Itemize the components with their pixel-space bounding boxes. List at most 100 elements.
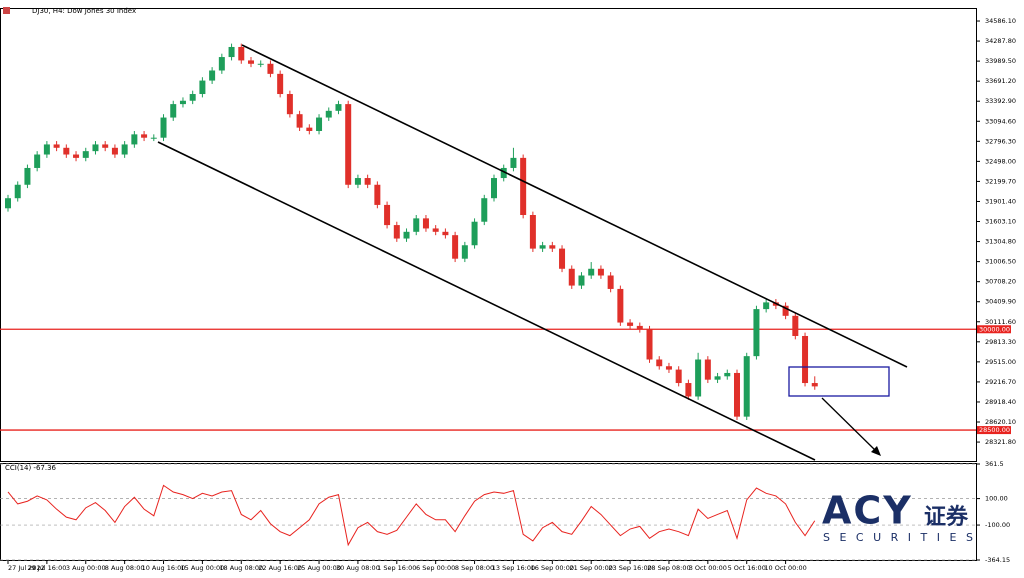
candle-body [14, 184, 21, 199]
x-tick-label: 10 Oct 00:00 [764, 564, 806, 572]
candle-body [170, 104, 177, 118]
y-tick-label: 33989.50 [985, 57, 1016, 65]
y-tick-label: 30111.60 [985, 318, 1016, 326]
candle-body [617, 288, 624, 323]
candle-body [131, 134, 138, 145]
candle-body [792, 315, 799, 336]
y-tick-label: 34287.80 [985, 37, 1016, 45]
x-tick-label: 18 Aug 08:00 [219, 564, 263, 572]
x-tick-label: 29 Jul 16:00 [27, 564, 66, 572]
y-tick-label: -364.15 [985, 556, 1010, 564]
y-tick-label: 28620.10 [985, 418, 1016, 426]
candle-body [500, 167, 507, 179]
x-tick-label: 6 Sep 00:00 [416, 564, 455, 572]
candle-body [695, 359, 702, 397]
y-tick-label: 30409.90 [985, 298, 1016, 306]
level-label-bg [977, 426, 1011, 435]
range-box [788, 366, 890, 397]
logo-chinese: 证券 [924, 504, 969, 530]
x-tick-label: 1 Sep 16:00 [377, 564, 416, 572]
candle-body [636, 325, 643, 330]
cci-panel [0, 463, 977, 561]
candle-body [491, 178, 497, 199]
candle-body [578, 275, 585, 286]
candle-body [743, 356, 750, 417]
y-tick-label: 31603.10 [985, 218, 1016, 226]
cci-line [7, 484, 816, 547]
arrow [821, 397, 877, 452]
logo: ACY 证券 SECURITIES [822, 489, 982, 545]
candle-body [121, 144, 128, 155]
candle-body [150, 137, 157, 139]
y-tick-label: 32199.70 [985, 177, 1016, 185]
candle-body [267, 63, 274, 74]
y-tick-label: 33392.90 [985, 97, 1016, 105]
y-tick-label: 361.5 [985, 460, 1004, 468]
candle-body [384, 204, 391, 226]
candle-body [432, 228, 439, 232]
y-tick-label: 33094.60 [985, 117, 1016, 125]
y-tick-label: 28321.80 [985, 438, 1016, 446]
x-tick-label: 3 Aug 00:00 [66, 564, 106, 572]
candle-body [529, 215, 536, 249]
candle-body [209, 70, 216, 81]
candle-body [403, 231, 410, 239]
x-tick-label: 28 Sep 08:00 [647, 564, 690, 572]
candle-body [73, 154, 80, 158]
candle-body [646, 329, 653, 360]
x-tick-label: 27 Jul 2022 [8, 564, 45, 572]
candle-body [63, 147, 70, 155]
y-tick-label: 33691.20 [985, 77, 1016, 85]
candle-body [218, 57, 225, 71]
level-label-bg [977, 325, 1011, 334]
candle-body [179, 100, 186, 105]
candle-body [607, 275, 614, 289]
x-tick-label: 15 Aug 00:00 [180, 564, 224, 572]
candle-body [675, 369, 682, 384]
x-tick-label: 13 Sep 16:00 [492, 564, 535, 572]
candle-body [665, 366, 672, 370]
x-tick-label: 25 Aug 00:00 [297, 564, 341, 572]
level-label: 28500.00 [979, 426, 1010, 434]
candle-body [92, 144, 99, 152]
candle-body [422, 218, 429, 229]
candle-body [481, 198, 488, 222]
trend-line [157, 141, 816, 461]
y-tick-label: 30708.20 [985, 278, 1016, 286]
candle-body [568, 268, 575, 286]
candle-body [306, 127, 313, 131]
candle-body [802, 335, 809, 384]
candle-body [539, 245, 546, 249]
candle-body [461, 245, 468, 259]
candle-body [316, 117, 323, 131]
candle-body [714, 376, 721, 380]
candle-body [5, 198, 11, 209]
candle-body [43, 144, 50, 155]
logo-sub: SECURITIES [823, 531, 982, 544]
annotations [157, 44, 908, 461]
candle-body [111, 147, 118, 155]
y-tick-label: -100.00 [985, 521, 1010, 529]
candle-body [199, 80, 206, 95]
candle-body [782, 305, 789, 316]
x-tick-label: 16 Sep 00:00 [531, 564, 574, 572]
mark-layer [5, 43, 818, 547]
candle-body [704, 359, 711, 380]
candle-body [471, 221, 478, 246]
main-panel [0, 8, 977, 462]
candle-body [753, 309, 760, 357]
trend-line [241, 44, 908, 368]
x-tick-label: 8 Aug 08:00 [105, 564, 145, 572]
candle-body [588, 268, 595, 276]
candle-body [811, 383, 818, 387]
candle-body [238, 46, 245, 61]
x-tick-label: 21 Sep 00:00 [570, 564, 613, 572]
candle-body [520, 157, 527, 216]
candle-body [248, 60, 254, 64]
candle-body [364, 178, 371, 185]
candle-body [734, 372, 740, 417]
candle-body [685, 383, 692, 397]
candle-body [53, 144, 60, 148]
candle-body [160, 117, 167, 138]
